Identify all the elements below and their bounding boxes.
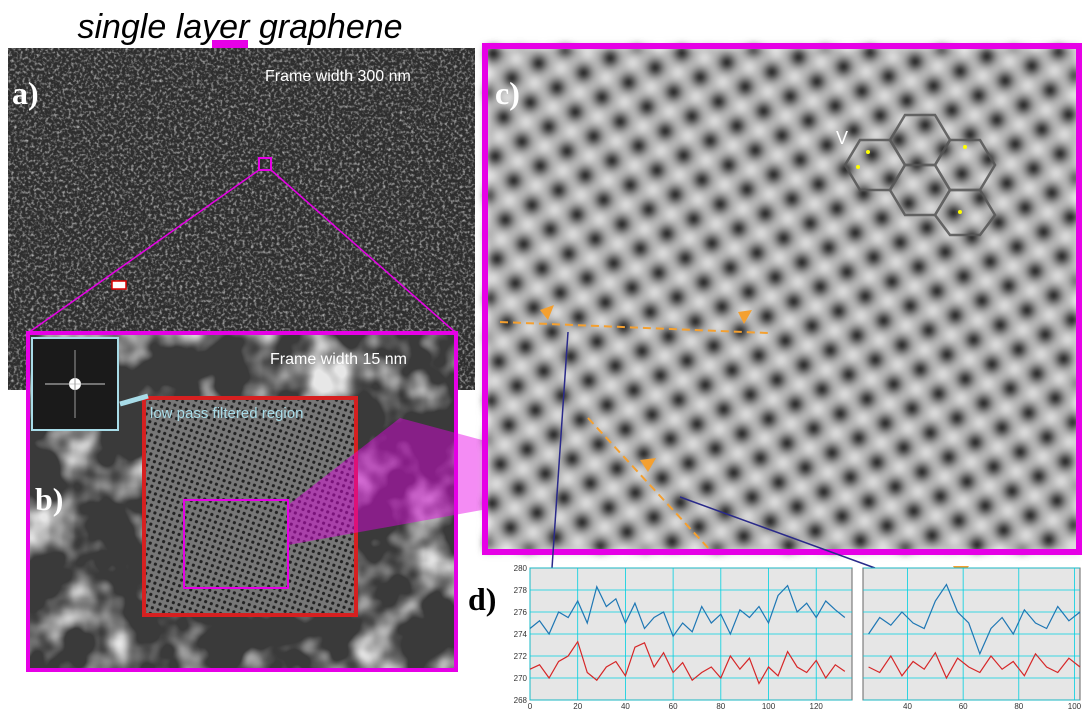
x-tick-label: 120 (810, 702, 824, 711)
x-tick-label: 80 (716, 702, 725, 711)
annotation: Frame width 15 nm (270, 351, 407, 368)
x-tick-label: 40 (621, 702, 630, 711)
figure: single layer graphene a) Frame width 300… (0, 0, 1082, 711)
y-tick-label: 274 (514, 630, 528, 639)
panel-c: c) V (485, 46, 1079, 552)
x-tick-label: 20 (573, 702, 582, 711)
panel-label: c) (495, 75, 520, 111)
annotation: Frame width 300 nm (265, 68, 411, 85)
x-tick-label: 100 (762, 702, 776, 711)
x-tick-label: 100 (1068, 702, 1082, 711)
x-tick-label: 40 (903, 702, 912, 711)
x-tick-label: 60 (669, 702, 678, 711)
annotation: low pass filtered region (150, 405, 303, 422)
x-tick-label: 0 (528, 702, 533, 711)
x-tick-label: 80 (1014, 702, 1023, 711)
y-tick-label: 278 (514, 586, 528, 595)
y-tick-label: 280 (514, 564, 528, 573)
y-tick-label: 272 (514, 652, 528, 661)
panel-label: a) (12, 75, 39, 111)
panel-b: low pass filtered region Frame width 15 … (28, 333, 482, 670)
y-tick-label: 270 (514, 674, 528, 683)
panel-label: d) (468, 581, 496, 617)
annotation: V (836, 128, 848, 148)
y-tick-label: 276 (514, 608, 528, 617)
panel-label: b) (35, 481, 63, 517)
x-tick-label: 60 (959, 702, 968, 711)
y-tick-label: 268 (514, 696, 528, 705)
